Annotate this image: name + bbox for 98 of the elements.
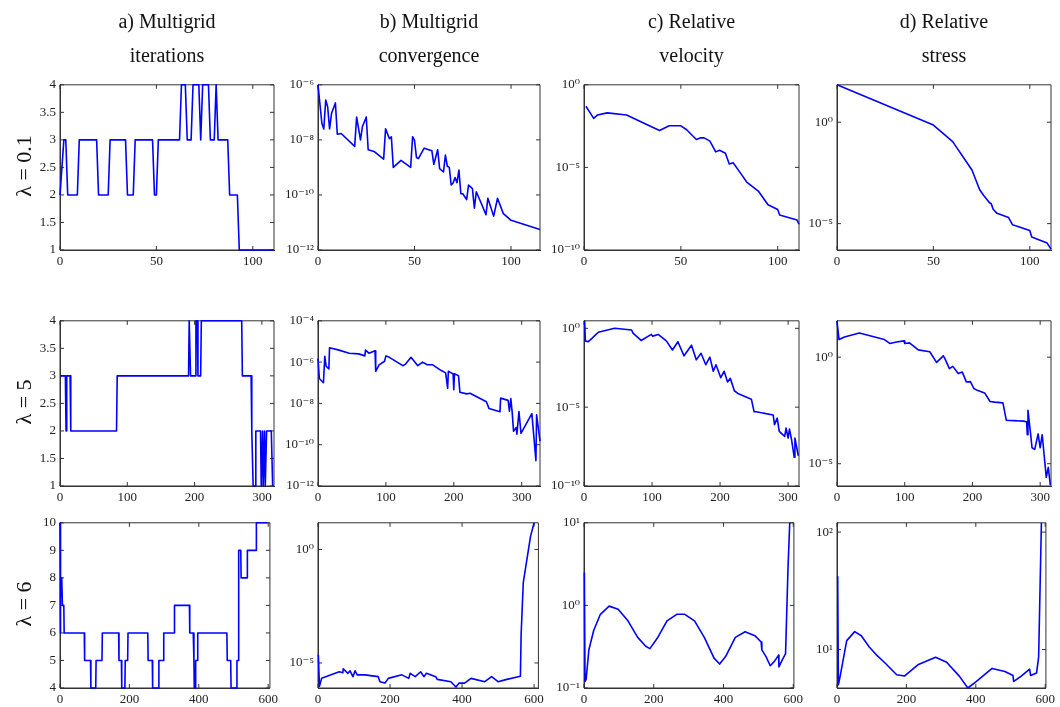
y-tick-label: 1 — [49, 477, 56, 493]
y-tick-label: 8 — [49, 569, 56, 585]
x-tick-label: 50 — [408, 253, 422, 269]
y-tick-label: 10⁰ — [561, 319, 580, 335]
x-tick-label: 100 — [376, 489, 396, 505]
y-tick-label: 10⁰ — [561, 76, 580, 92]
y-tick-label: 4 — [49, 312, 57, 328]
y-tick-label: 6 — [49, 624, 57, 640]
x-tick-label: 600 — [524, 691, 544, 707]
y-tick-label: 3.5 — [39, 103, 56, 119]
y-tick-label: 10⁻¹⁰ — [285, 436, 314, 452]
x-tick-label: 200 — [119, 691, 140, 707]
x-tick-label: 0 — [56, 253, 64, 269]
y-tick-label: 10² — [816, 523, 834, 539]
x-tick-label: 200 — [444, 489, 464, 505]
y-tick-label: 10⁻⁵ — [808, 215, 833, 231]
x-tick-label: 200 — [643, 691, 664, 707]
y-tick-label: 3 — [49, 367, 56, 383]
x-tick-label: 400 — [452, 691, 472, 707]
y-tick-label: 5 — [49, 651, 56, 667]
x-tick-label: 0 — [314, 489, 322, 505]
y-tick-label: 10⁻¹ — [556, 679, 581, 695]
x-tick-label: 100 — [767, 253, 788, 269]
x-tick-label: 50 — [674, 253, 688, 269]
y-tick-label: 2 — [49, 186, 56, 202]
y-tick-label: 10¹ — [563, 514, 581, 530]
y-tick-label: 10⁻⁶ — [289, 76, 314, 92]
x-tick-label: 300 — [1030, 489, 1050, 505]
x-tick-label: 50 — [926, 253, 940, 269]
y-tick-label: 10⁰ — [814, 113, 833, 129]
x-tick-label: 300 — [778, 489, 798, 505]
y-tick-label: 4 — [49, 679, 57, 695]
y-tick-label: 10⁻¹⁰ — [551, 241, 580, 257]
y-tick-label: 2.5 — [39, 158, 56, 174]
x-tick-label: 100 — [1020, 253, 1040, 269]
x-tick-label: 100 — [501, 253, 521, 269]
y-tick-label: 10⁻⁸ — [289, 131, 315, 147]
x-tick-label: 0 — [580, 253, 588, 269]
y-tick-label: 10⁻¹⁰ — [551, 477, 580, 493]
x-tick-label: 100 — [642, 489, 662, 505]
chart-title: b) Multigrid convergence — [377, 9, 481, 69]
x-tick-label: 200 — [896, 691, 917, 707]
y-tick-label: 7 — [49, 596, 57, 612]
x-tick-label: 200 — [710, 489, 730, 505]
y-tick-label: 10⁻⁶ — [289, 353, 314, 369]
y-tick-label: 3.5 — [39, 339, 56, 355]
y-tick-label: 10⁻¹² — [286, 241, 315, 257]
y-tick-label: 10⁻¹⁰ — [285, 186, 314, 202]
x-tick-label: 0 — [580, 489, 588, 505]
y-tick-label: 2.5 — [39, 394, 56, 410]
y-axis-title: λ = 0.1 — [11, 134, 37, 197]
y-tick-label: 9 — [49, 541, 56, 557]
chart-title: c) Relative velocity — [646, 9, 737, 69]
x-tick-label: 100 — [894, 489, 915, 505]
y-tick-label: 10⁻⁵ — [289, 654, 314, 670]
y-tick-label: 10⁻⁵ — [555, 398, 580, 414]
y-tick-label: 4 — [49, 76, 57, 92]
x-tick-label: 600 — [1035, 691, 1055, 707]
y-tick-label: 10¹ — [816, 640, 834, 656]
y-tick-label: 3 — [49, 131, 56, 147]
x-tick-label: 300 — [511, 489, 532, 505]
x-tick-label: 0 — [314, 691, 322, 707]
x-tick-label: 0 — [833, 489, 841, 505]
x-tick-label: 200 — [962, 489, 983, 505]
x-tick-label: 100 — [243, 253, 263, 269]
x-tick-label: 100 — [117, 489, 138, 505]
y-tick-label: 10⁰ — [561, 596, 580, 612]
x-tick-label: 50 — [149, 253, 163, 269]
y-tick-label: 10⁰ — [295, 540, 314, 556]
y-tick-label: 10 — [43, 514, 56, 530]
y-tick-label: 10⁰ — [814, 348, 833, 364]
x-tick-label: 0 — [56, 489, 64, 505]
x-tick-label: 200 — [380, 691, 400, 707]
x-tick-label: 0 — [833, 253, 841, 269]
y-axis-title: λ = 5 — [11, 378, 37, 425]
y-tick-label: 10⁻¹² — [286, 477, 315, 493]
x-tick-label: 600 — [783, 691, 803, 707]
y-tick-label: 2 — [49, 422, 56, 438]
y-tick-label: 10⁻⁵ — [555, 158, 580, 174]
x-tick-label: 0 — [314, 253, 322, 269]
x-tick-label: 600 — [258, 691, 278, 707]
x-tick-label: 400 — [966, 691, 986, 707]
y-tick-label: 10⁻⁸ — [289, 394, 315, 410]
x-tick-label: 0 — [56, 691, 64, 707]
x-tick-label: 0 — [580, 691, 588, 707]
x-tick-label: 300 — [252, 489, 272, 505]
y-tick-label: 1.5 — [39, 449, 56, 465]
x-tick-label: 0 — [833, 691, 841, 707]
x-tick-label: 400 — [713, 691, 734, 707]
x-tick-label: 400 — [189, 691, 209, 707]
y-tick-label: 10⁻⁵ — [808, 455, 833, 471]
y-tick-label: 10⁻⁴ — [289, 312, 315, 328]
y-tick-label: 1.5 — [39, 213, 56, 229]
chart-title: d) Relative stress — [898, 9, 990, 68]
chart-title: a) Multigrid iterations — [117, 9, 217, 68]
y-axis-title: λ = 6 — [11, 580, 37, 627]
y-tick-label: 1 — [49, 241, 56, 257]
x-tick-label: 200 — [184, 489, 205, 505]
